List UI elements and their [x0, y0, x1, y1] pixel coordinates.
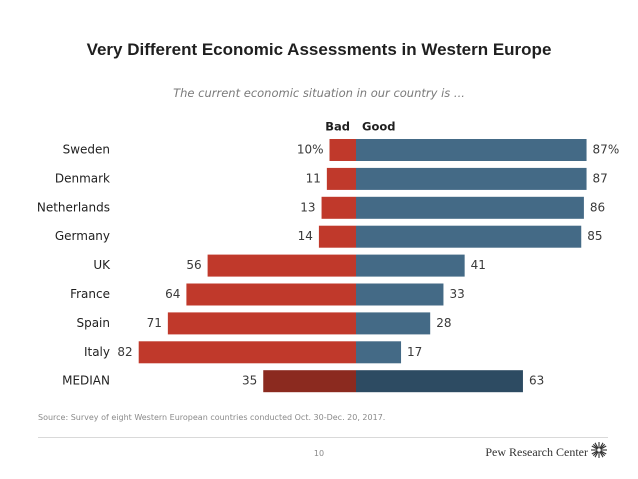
bar-good [356, 254, 465, 277]
value-label-bad: 82 [117, 345, 132, 359]
value-label-bad: 64 [165, 287, 180, 301]
bar-bad [263, 370, 356, 393]
bar-good [356, 283, 444, 306]
bar-bad [167, 312, 356, 335]
category-label: UK [93, 258, 111, 272]
bar-bad [326, 167, 356, 190]
pew-logo-icon [591, 442, 607, 458]
diverging-bar-chart: Bad Good Sweden 10% 87% Denmark 11 87 Netherland… [37, 120, 620, 393]
bar-good [356, 312, 431, 335]
bar-bad [321, 196, 356, 219]
legend-good: Good [362, 120, 395, 134]
value-label-bad: 10% [297, 143, 324, 157]
brand-name: Pew Research Center [485, 445, 588, 459]
value-label-bad: 56 [186, 258, 201, 272]
value-label-good: 28 [436, 316, 451, 330]
bar-bad [186, 283, 356, 306]
value-label-bad: 11 [306, 171, 321, 185]
value-label-good: 85 [587, 229, 602, 243]
source-note: Source: Survey of eight Western European… [38, 413, 386, 422]
value-label-bad: 13 [300, 200, 315, 214]
value-label-good: 63 [529, 374, 544, 388]
value-label-bad: 35 [242, 374, 257, 388]
legend-bad: Bad [325, 120, 350, 134]
footer-divider [38, 437, 608, 438]
value-label-good: 86 [590, 200, 605, 214]
chart-title: Very Different Economic Assessments in W… [86, 40, 552, 59]
bar-bad [138, 341, 356, 364]
bar-good [356, 341, 402, 364]
category-label: France [70, 287, 110, 301]
category-label: Spain [76, 316, 110, 330]
bar-good [356, 167, 587, 190]
category-label: Denmark [55, 171, 110, 185]
chart-subtitle: The current economic situation in our co… [173, 86, 465, 100]
page-number: 10 [313, 449, 325, 458]
value-label-good: 41 [471, 258, 486, 272]
category-label: Germany [55, 229, 110, 243]
value-label-good: 87 [593, 171, 608, 185]
bar-bad [318, 225, 356, 248]
category-label: Sweden [63, 143, 110, 157]
bar-bad [329, 139, 356, 161]
category-label: MEDIAN [62, 374, 110, 388]
bar-good [356, 225, 582, 248]
bar-good [356, 370, 523, 393]
category-label: Netherlands [37, 200, 110, 214]
bar-good [356, 196, 584, 219]
bar-good [356, 139, 587, 161]
value-label-good: 17 [407, 345, 422, 359]
value-label-good: 33 [449, 287, 464, 301]
value-label-good: 87% [593, 143, 620, 157]
bar-bad [207, 254, 356, 277]
value-label-bad: 14 [298, 229, 313, 243]
value-label-bad: 71 [147, 316, 162, 330]
category-label: Italy [84, 345, 110, 359]
